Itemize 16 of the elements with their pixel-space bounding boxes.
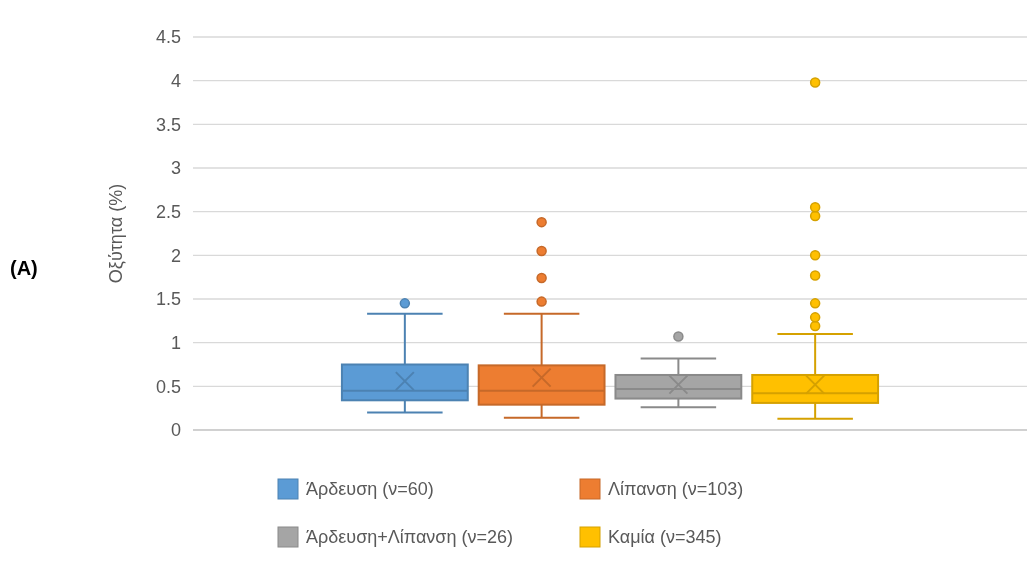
y-tick-label: 1.5 bbox=[155, 289, 181, 310]
text: (A) bbox=[10, 257, 38, 279]
y-axis-title: Οξύτητα (%) bbox=[106, 183, 126, 284]
legend-label: Καμία (ν=345) bbox=[608, 527, 722, 547]
y-tick-label: 0 bbox=[170, 420, 181, 441]
legend-label: Λίπανση (ν=103) bbox=[608, 479, 744, 499]
y-tick-label: 0.5 bbox=[155, 376, 181, 397]
legend-label: Άρδευση+Λίπανση (ν=26) bbox=[306, 527, 514, 547]
y-tick-label: 3 bbox=[170, 158, 181, 179]
y-tick-label: 3.5 bbox=[155, 114, 181, 135]
y-tick-label: 2.5 bbox=[155, 201, 181, 222]
y-tick-label: 2 bbox=[170, 245, 181, 266]
y-tick-label: 4.5 bbox=[155, 27, 181, 48]
y-tick-label: 4 bbox=[170, 70, 181, 91]
y-tick-label: 1 bbox=[170, 332, 181, 353]
legend-label: Άρδευση (ν=60) bbox=[306, 479, 434, 499]
